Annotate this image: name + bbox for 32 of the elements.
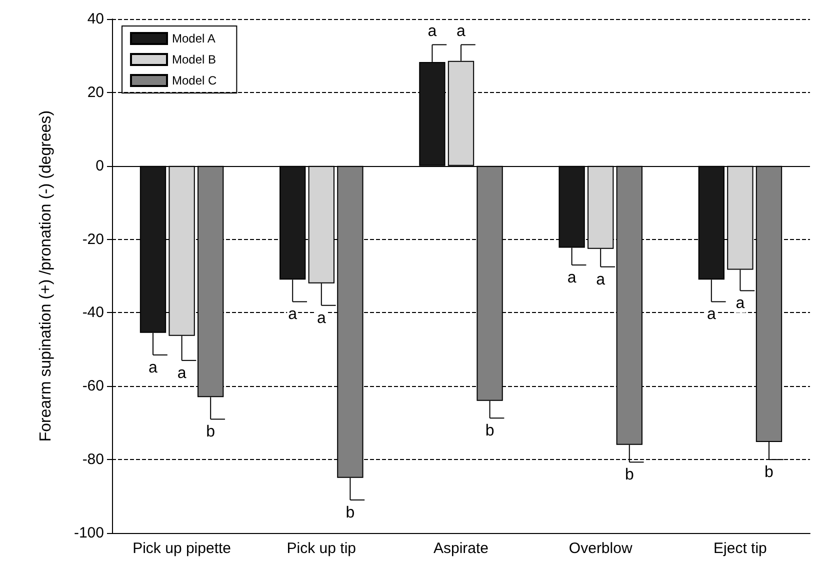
legend-label: Model A (172, 32, 216, 46)
data-label: a (567, 269, 576, 286)
legend-label: Model B (172, 52, 216, 66)
y-tick-label: -60 (82, 378, 104, 395)
x-tick-label: Aspirate (433, 540, 489, 557)
data-label: b (346, 504, 355, 522)
data-label: a (316, 310, 326, 327)
data-label: b (624, 466, 634, 484)
data-label: b (764, 464, 774, 482)
y-tick-label: -20 (82, 230, 104, 248)
y-tick-label: 0 (96, 157, 104, 174)
y-tick-label: -80 (82, 451, 104, 468)
x-tick-label: Eject tip (714, 540, 767, 557)
data-label: a (177, 364, 186, 382)
legend-label: Model C (172, 74, 218, 88)
data-label: a (148, 359, 158, 376)
data-label: a (456, 23, 466, 40)
data-label: a (288, 306, 298, 324)
x-tick-label: Overblow (568, 540, 632, 557)
x-tick-label: Pick up pipette (132, 540, 232, 557)
y-tick-label: 40 (87, 10, 104, 28)
data-label: b (485, 422, 494, 440)
y-tick-label: 20 (87, 84, 104, 101)
y-tick-label: -40 (82, 304, 104, 322)
data-label: b (206, 424, 216, 441)
data-label: a (736, 295, 745, 312)
x-tick-label: Pick up tip (286, 540, 356, 557)
data-label: a (596, 271, 606, 288)
y-axis-title: Forearm supination (+) /pronation (-) (degrees) (38, 110, 54, 442)
data-label: a (706, 306, 716, 324)
data-label: a (428, 23, 437, 40)
y-tick-label: -100 (74, 524, 104, 542)
